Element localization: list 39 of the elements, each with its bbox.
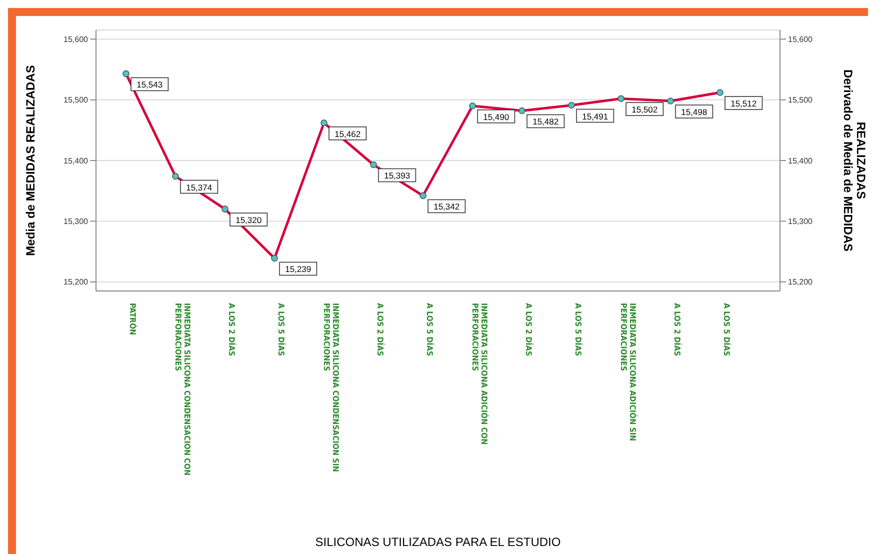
data-label: 15,490 [483,112,510,122]
data-label: 15,543 [136,80,163,90]
y2-axis-title: Derivado de Media de MEDIDAS REALIZADAS [841,69,868,252]
y-tick-label: 15,500 [64,96,89,105]
x-tick-label: A LOS 2 DÍAS [376,303,386,356]
x-tick-label: INMEDIATA SILICONA CONDENSACION SIN PERFORACIONES [322,303,340,472]
x-tick-label: INMEDIATA SILICONA ADICIÓN SIN PERFORACIONES [619,303,638,442]
x-tick-label: A LOS 2 DÍAS [524,303,534,356]
data-label: 15,462 [334,128,361,139]
data-label: 15,498 [681,107,708,118]
x-axis-title: SILICONAS UTILIZADAS PARA EL ESTUDIO [315,535,561,549]
data-label: 15,512 [730,98,757,109]
y-tick-label: 15,400 [64,156,89,166]
y-axis-title: Media de MEDIDAS REALIZADAS [23,65,38,256]
y2-tick-label: 15,500 [788,96,814,105]
y-tick-label: 15,200 [64,278,89,287]
data-label: 15,342 [434,202,460,212]
y2-tick-label: 15,200 [788,278,814,287]
data-label: 15,320 [236,215,262,226]
x-tick-label: PATRÓN [128,303,138,336]
x-tick-label: A LOS 2 DÍAS [227,303,237,356]
x-tick-label: INMEDIATA SILICONA CONDENSACION CON PERFORACIONES [174,303,192,476]
data-label: 15,374 [186,182,212,192]
data-label: 15,393 [384,170,410,181]
x-tick-label: A LOS 5 DÍAS [425,303,435,356]
x-tick-label: A LOS 2 DÍAS [672,303,682,356]
x-tick-label: INMEDIATA SILICONA ADICIÓN CON PERFORACIONES [470,303,490,445]
data-label: 15,239 [285,264,312,274]
y2-tick-label: 15,400 [788,156,814,166]
y-tick-label: 15,300 [64,217,89,226]
data-label: 15,482 [532,116,559,127]
x-tick-label: A LOS 5 DÍAS [722,303,732,356]
x-tick-label: A LOS 5 DÍAS [574,303,584,356]
y2-tick-label: 15,300 [788,217,814,226]
x-tick-label: A LOS 5 DÍAS [276,303,286,356]
data-label: 15,491 [582,111,608,122]
y-tick-label: 15,600 [64,34,89,44]
data-label: 15,502 [632,104,658,115]
y2-tick-label: 15,600 [788,34,814,44]
